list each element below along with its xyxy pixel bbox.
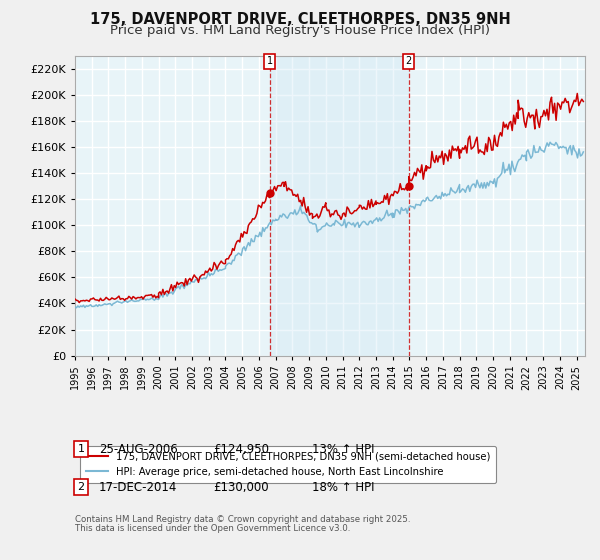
- Text: 1: 1: [267, 56, 273, 66]
- Text: £124,950: £124,950: [213, 442, 269, 456]
- Text: 1: 1: [77, 444, 85, 454]
- Text: 13% ↑ HPI: 13% ↑ HPI: [312, 442, 374, 456]
- Bar: [270, 56, 409, 356]
- Text: This data is licensed under the Open Government Licence v3.0.: This data is licensed under the Open Gov…: [75, 524, 350, 533]
- Text: 175, DAVENPORT DRIVE, CLEETHORPES, DN35 9NH: 175, DAVENPORT DRIVE, CLEETHORPES, DN35 …: [89, 12, 511, 27]
- Text: 2: 2: [406, 56, 412, 66]
- Text: Contains HM Land Registry data © Crown copyright and database right 2025.: Contains HM Land Registry data © Crown c…: [75, 515, 410, 524]
- Text: 18% ↑ HPI: 18% ↑ HPI: [312, 480, 374, 494]
- Text: 2: 2: [77, 482, 85, 492]
- Text: 17-DEC-2014: 17-DEC-2014: [99, 480, 178, 494]
- Text: 25-AUG-2006: 25-AUG-2006: [99, 442, 178, 456]
- Text: £130,000: £130,000: [213, 480, 269, 494]
- Legend: 175, DAVENPORT DRIVE, CLEETHORPES, DN35 9NH (semi-detached house), HPI: Average : 175, DAVENPORT DRIVE, CLEETHORPES, DN35 …: [80, 446, 496, 483]
- Text: Price paid vs. HM Land Registry's House Price Index (HPI): Price paid vs. HM Land Registry's House …: [110, 24, 490, 37]
